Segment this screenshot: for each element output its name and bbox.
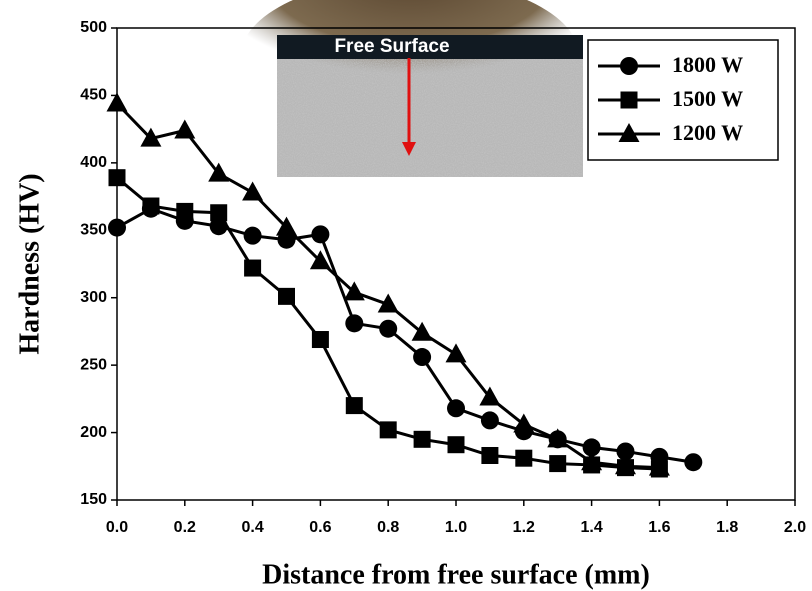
marker (276, 216, 297, 236)
x-tick-label: 1.0 (445, 519, 467, 536)
marker (411, 321, 433, 341)
marker (140, 127, 162, 147)
marker (343, 281, 365, 301)
x-tick-label: 1.8 (716, 519, 738, 536)
marker (413, 348, 432, 367)
marker (142, 197, 160, 215)
marker (176, 202, 194, 220)
marker (615, 455, 636, 475)
y-axis-title: Hardness (HV) (14, 173, 45, 354)
x-tick-label: 1.4 (580, 519, 602, 536)
marker (648, 456, 670, 476)
marker (244, 259, 262, 277)
marker (620, 91, 638, 109)
y-tick-label: 450 (80, 87, 107, 104)
marker (549, 455, 567, 473)
x-tick-label: 0.8 (377, 519, 399, 536)
marker (582, 438, 601, 457)
marker (377, 293, 399, 313)
marker (445, 343, 467, 363)
x-tick-label: 0.4 (241, 519, 263, 536)
series-line (116, 207, 694, 464)
marker (618, 123, 640, 142)
marker (379, 421, 397, 439)
marker (345, 314, 364, 333)
marker (311, 331, 329, 349)
marker (547, 428, 569, 448)
marker (379, 319, 398, 338)
x-tick-label: 0.0 (106, 519, 128, 536)
y-tick-label: 150 (80, 491, 107, 508)
marker (174, 119, 196, 139)
x-tick-label: 2.0 (784, 519, 806, 536)
x-tick-label: 0.2 (174, 519, 196, 536)
x-tick-label: 1.2 (513, 519, 535, 536)
marker (242, 181, 264, 201)
marker (616, 442, 635, 461)
inset-annotation: Free Surface (334, 36, 449, 57)
legend-label: 1500 W (672, 86, 743, 111)
legend-label: 1800 W (672, 52, 743, 77)
marker (108, 218, 126, 237)
marker (345, 397, 363, 415)
y-tick-label: 200 (80, 424, 107, 441)
y-tick-label: 500 (80, 19, 107, 36)
marker (108, 169, 126, 187)
marker (481, 446, 499, 464)
marker (413, 430, 431, 448)
legend-label: 1200 W (672, 120, 743, 145)
marker (684, 453, 703, 472)
y-tick-label: 250 (80, 356, 107, 373)
x-tick-label: 0.6 (309, 519, 331, 536)
marker (581, 451, 603, 471)
marker (311, 225, 330, 244)
y-tick-label: 400 (80, 154, 107, 171)
marker (447, 399, 465, 418)
marker (106, 92, 128, 112)
marker (210, 204, 228, 222)
y-tick-label: 300 (80, 289, 107, 306)
inset-image (240, 0, 583, 177)
marker (278, 287, 295, 305)
x-axis-title: Distance from free surface (mm) (262, 559, 650, 590)
x-tick-label: 1.6 (648, 519, 670, 536)
marker (479, 386, 501, 406)
marker (515, 449, 533, 467)
marker (243, 226, 262, 245)
y-tick-label: 350 (80, 222, 107, 239)
marker (309, 250, 331, 270)
marker (208, 162, 230, 182)
marker (480, 411, 499, 430)
marker (447, 436, 465, 454)
marker (513, 413, 535, 433)
marker (620, 57, 638, 75)
